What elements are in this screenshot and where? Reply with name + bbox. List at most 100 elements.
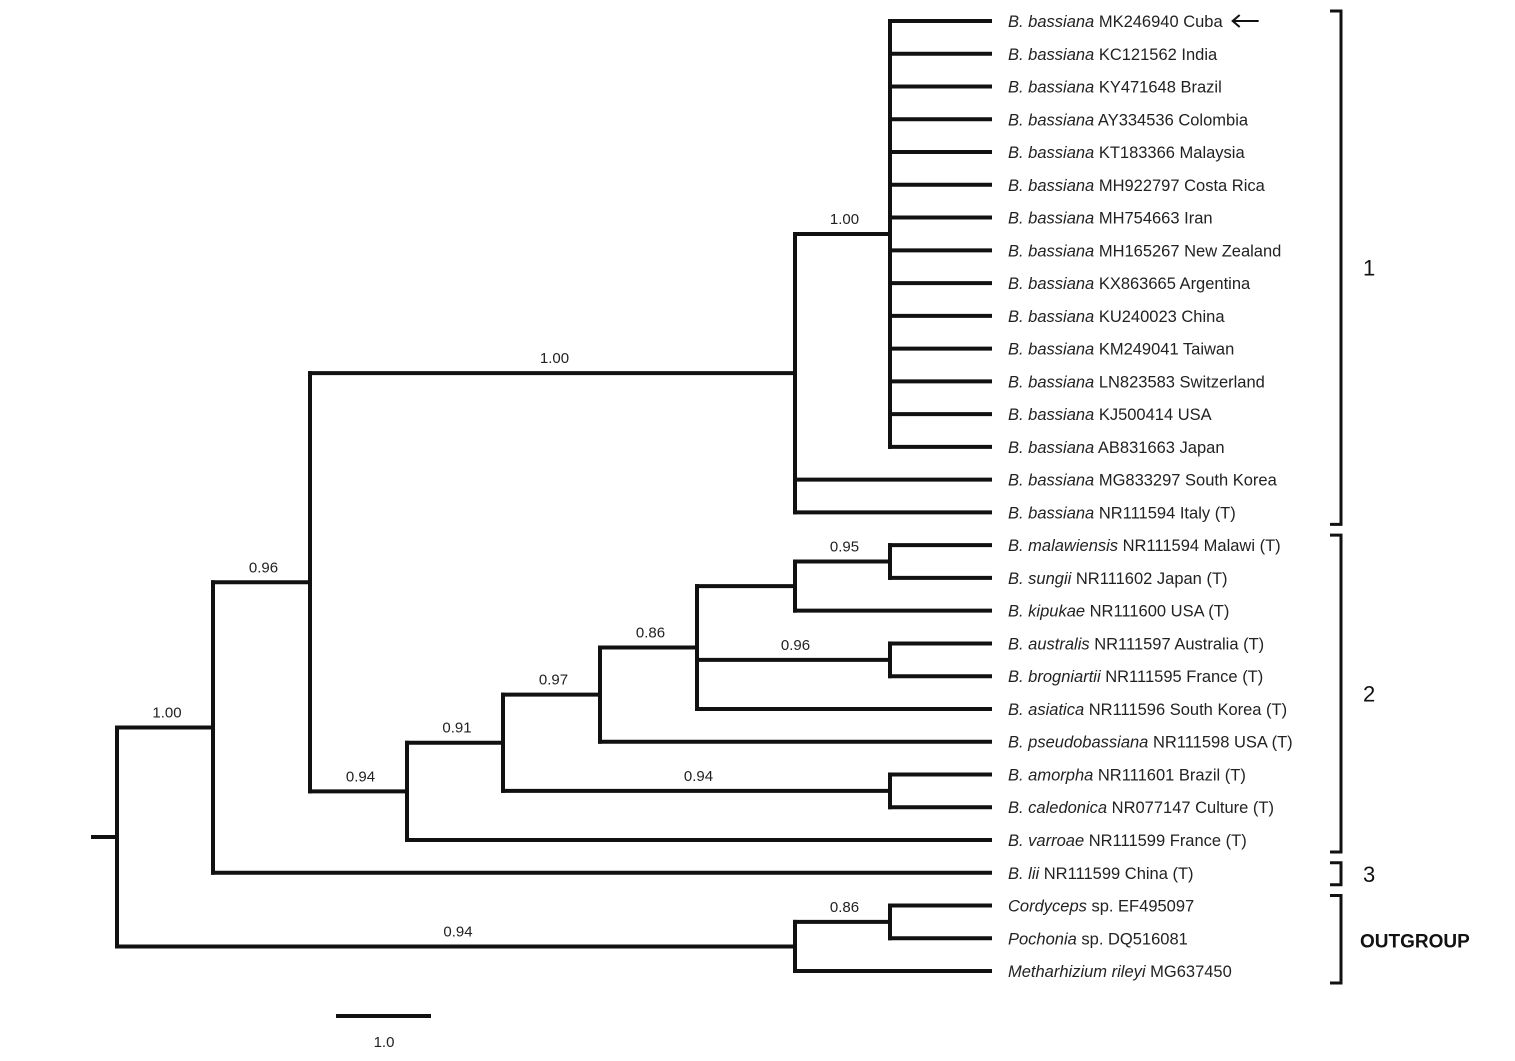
support-value: 1.00 <box>540 350 569 367</box>
taxon-label: B. australis NR111597 Australia (T) <box>1008 635 1264 653</box>
support-value: 0.96 <box>249 559 278 576</box>
taxon-label: B. caledonica NR077147 Culture (T) <box>1008 799 1274 817</box>
taxon-label: B. bassiana MH922797 Costa Rica <box>1008 177 1266 195</box>
taxon-accession: KJ500414 USA <box>1094 406 1211 424</box>
taxon-label: B. bassiana KT183366 Malaysia <box>1008 144 1245 162</box>
clade-label: 1 <box>1363 256 1375 281</box>
taxon-label: B. bassiana MG833297 South Korea <box>1008 472 1278 490</box>
taxon-label: B. bassiana AB831663 Japan <box>1008 439 1225 457</box>
clade-bracket <box>1330 894 1343 985</box>
taxon-name: B. bassiana <box>1008 341 1094 359</box>
clade-bracket <box>1330 861 1343 887</box>
clade-bracket <box>1330 533 1343 854</box>
taxon-label: B. bassiana KU240023 China <box>1008 308 1225 326</box>
support-value: 0.94 <box>443 923 472 940</box>
taxon-label: B. asiatica NR111596 South Korea (T) <box>1008 701 1287 719</box>
taxon-name: Pochonia <box>1008 930 1077 948</box>
tree-branches <box>91 19 992 974</box>
taxon-name: Cordyceps <box>1008 898 1087 916</box>
taxon-accession: NR111594 Malawi (T) <box>1118 537 1281 555</box>
taxon-label: Cordyceps sp. EF495097 <box>1008 898 1194 916</box>
scale-bar: 1.0 <box>336 1014 431 1051</box>
taxon-name: Metharhizium rileyi <box>1008 963 1147 981</box>
taxon-label: B. brogniartii NR111595 France (T) <box>1008 668 1263 686</box>
taxon-name: B. lii <box>1008 865 1041 883</box>
taxon-label: B. bassiana AY334536 Colombia <box>1008 111 1249 129</box>
clade-brackets: 1 2 3 OUTGROUP <box>1330 9 1470 985</box>
taxon-name: B. bassiana <box>1008 111 1094 129</box>
taxon-name: B. bassiana <box>1008 177 1094 195</box>
arrow-left-icon <box>1231 14 1259 28</box>
support-value: 0.86 <box>636 625 665 642</box>
clade-label: 3 <box>1363 862 1375 887</box>
taxon-name: B. bassiana <box>1008 275 1094 293</box>
scale-bar-label: 1.0 <box>374 1034 395 1051</box>
taxon-accession: KX863665 Argentina <box>1094 275 1251 293</box>
taxon-name: B. varroae <box>1008 832 1084 850</box>
clade-label: 2 <box>1363 682 1375 707</box>
taxon-label: Metharhizium rileyi MG637450 <box>1008 963 1232 981</box>
taxon-accession: LN823583 Switzerland <box>1094 373 1265 391</box>
support-value: 0.91 <box>442 720 471 737</box>
taxon-accession: NR111599 China (T) <box>1039 865 1193 883</box>
taxon-accession: KU240023 China <box>1094 308 1225 326</box>
taxon-name: B. bassiana <box>1008 13 1094 31</box>
taxon-accession: NR111598 USA (T) <box>1148 734 1292 752</box>
taxon-label: B. bassiana MH165267 New Zealand <box>1008 242 1281 260</box>
taxon-label: Pochonia sp. DQ516081 <box>1008 930 1188 948</box>
taxon-name: B. bassiana <box>1008 472 1094 490</box>
taxon-accession: MH922797 Costa Rica <box>1094 177 1265 195</box>
taxon-name: B. bassiana <box>1008 504 1094 522</box>
taxon-accession: NR111599 France (T) <box>1084 832 1247 850</box>
taxon-label: B. bassiana KJ500414 USA <box>1008 406 1212 424</box>
taxon-name: B. bassiana <box>1008 144 1094 162</box>
taxon-accession: MH165267 New Zealand <box>1094 242 1281 260</box>
support-value: 0.94 <box>346 768 375 785</box>
taxon-name: B. bassiana <box>1008 79 1094 97</box>
taxon-label: B. bassiana NR111594 Italy (T) <box>1008 504 1236 522</box>
taxon-accession: MG833297 South Korea <box>1094 472 1277 490</box>
taxon-label: B. sungii NR111602 Japan (T) <box>1008 570 1228 588</box>
taxon-name: B. bassiana <box>1008 46 1094 64</box>
support-value: 0.95 <box>830 539 859 556</box>
support-values: 1.00 1.00 0.95 0.96 0.86 0.97 0.94 0.91 0.94 0.96… <box>152 211 859 941</box>
taxon-name: B. asiatica <box>1008 701 1084 719</box>
support-value: 0.97 <box>539 672 568 689</box>
taxon-name: B. kipukae <box>1008 603 1085 621</box>
taxon-name: B. bassiana <box>1008 439 1094 457</box>
taxon-accession: KM249041 Taiwan <box>1094 341 1234 359</box>
taxon-label: B. bassiana KM249041 Taiwan <box>1008 341 1234 359</box>
taxon-name: B. bassiana <box>1008 210 1094 228</box>
taxon-label: B. varroae NR111599 France (T) <box>1008 832 1247 850</box>
taxon-name: B. caledonica <box>1008 799 1107 817</box>
taxon-name: B. bassiana <box>1008 242 1094 260</box>
taxon-accession: NR111596 South Korea (T) <box>1084 701 1287 719</box>
support-value: 0.94 <box>684 768 713 785</box>
taxon-label: B. bassiana KC121562 India <box>1008 46 1218 64</box>
taxon-label: B. bassiana LN823583 Switzerland <box>1008 373 1265 391</box>
taxon-label: B. malawiensis NR111594 Malawi (T) <box>1008 537 1281 555</box>
taxon-accession: sp. DQ516081 <box>1077 930 1188 948</box>
taxon-accession: AY334536 Colombia <box>1094 111 1249 129</box>
taxon-accession: NR111601 Brazil (T) <box>1093 766 1246 784</box>
taxon-accession: KY471648 Brazil <box>1094 79 1222 97</box>
taxon-name: B. australis <box>1008 635 1090 653</box>
taxon-accession: NR111594 Italy (T) <box>1094 504 1236 522</box>
support-value: 0.96 <box>781 637 810 654</box>
taxon-label: B. bassiana MK246940 Cuba <box>1008 13 1223 31</box>
support-value: 1.00 <box>830 211 859 228</box>
taxon-label: B. bassiana KX863665 Argentina <box>1008 275 1251 293</box>
taxon-name: B. sungii <box>1008 570 1073 588</box>
taxon-accession: NR111600 USA (T) <box>1085 603 1229 621</box>
taxon-accession: KT183366 Malaysia <box>1094 144 1245 162</box>
taxon-name: B. bassiana <box>1008 308 1094 326</box>
clade-bracket <box>1330 9 1343 526</box>
taxon-name: B. malawiensis <box>1008 537 1118 555</box>
taxon-name: B. brogniartii <box>1008 668 1102 686</box>
taxon-label: B. kipukae NR111600 USA (T) <box>1008 603 1229 621</box>
taxon-accession: NR111595 France (T) <box>1101 668 1264 686</box>
taxon-accession: MK246940 Cuba <box>1094 13 1223 31</box>
taxon-accession: NR077147 Culture (T) <box>1107 799 1274 817</box>
support-value: 0.86 <box>830 899 859 916</box>
